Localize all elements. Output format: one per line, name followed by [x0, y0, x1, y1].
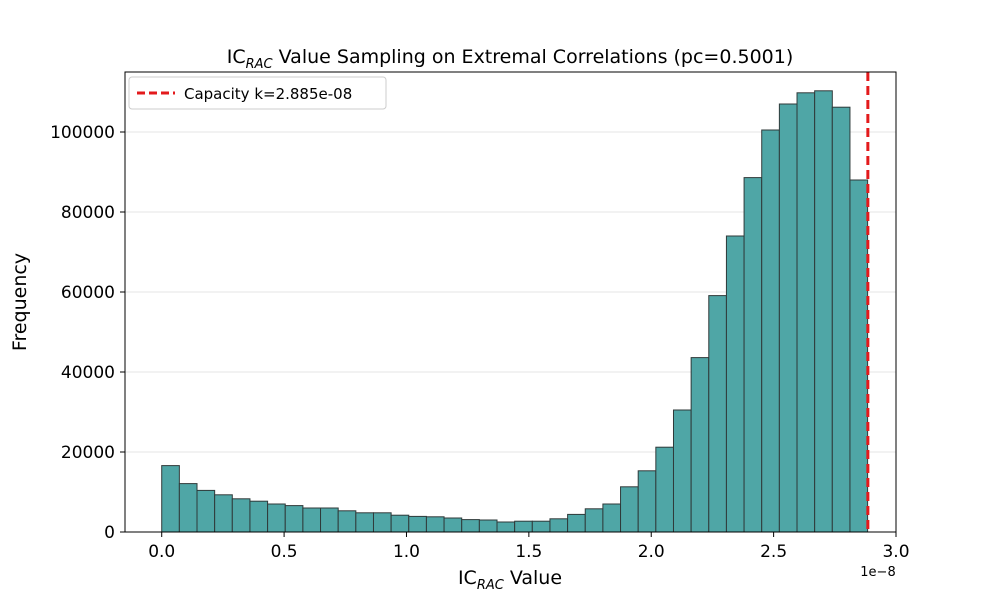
histogram-bar-6 [267, 503, 286, 533]
y-tick-label-4: 80000 [61, 203, 115, 223]
title-main: IC [227, 46, 246, 68]
histogram-bar-5 [249, 500, 269, 533]
histogram-bar-24 [584, 508, 604, 533]
x-tick-label-2: 1.0 [393, 542, 420, 562]
histogram-bar-8 [302, 507, 322, 533]
histogram-bar-19 [496, 521, 516, 533]
histogram-bar-38 [831, 106, 851, 533]
title-rest: Value Sampling on Extremal Correlations … [273, 46, 794, 68]
x-axis-label: ICRAC Value [458, 567, 562, 593]
histogram-bar-18 [478, 519, 498, 533]
plot-frame [124, 71, 897, 533]
x-offset-text: 1e−8 [860, 565, 895, 580]
y-tick-label-1: 20000 [61, 443, 115, 463]
x-tick-label-5: 2.5 [760, 542, 787, 562]
histogram-bar-1 [178, 483, 198, 533]
y-tick-label-0: 0 [104, 523, 115, 543]
histogram-bar-25 [602, 503, 622, 533]
histogram-bar-23 [567, 513, 586, 533]
x-tick-label-4: 2.0 [638, 542, 665, 562]
legend-box [128, 76, 387, 110]
histogram-bar-10 [337, 510, 357, 533]
xlabel-subscript: RAC [477, 578, 505, 593]
histogram-bars [161, 90, 869, 533]
histogram-bar-30 [690, 357, 710, 533]
x-tick-label-3: 1.5 [515, 542, 542, 562]
histogram-bar-13 [390, 514, 410, 533]
histogram-bar-39 [849, 179, 869, 533]
histogram-bar-29 [672, 409, 692, 533]
xlabel-main: IC [458, 567, 477, 589]
x-axis-ticks: 0.0 0.5 1.0 1.5 2.0 2.5 3.0 [148, 532, 910, 562]
xlabel-rest: Value [504, 567, 562, 589]
chart-title: ICRAC Value Sampling on Extremal Correla… [227, 46, 794, 72]
y-tick-label-3: 60000 [61, 283, 115, 303]
x-tick-label-1: 0.5 [271, 542, 298, 562]
histogram-bar-20 [514, 520, 533, 533]
histogram-bar-31 [708, 295, 727, 533]
histogram-bar-34 [761, 129, 780, 533]
x-tick-label-0: 0.0 [148, 542, 175, 562]
y-axis-ticks: 0 20000 40000 60000 80000 100000 [50, 123, 125, 543]
histogram-bar-3 [214, 494, 233, 533]
histogram-bar-37 [814, 90, 833, 533]
histogram-bar-32 [725, 235, 745, 533]
histogram-bar-36 [796, 92, 816, 533]
histogram-bar-9 [320, 507, 339, 533]
histogram-bar-22 [549, 518, 569, 533]
histogram-bar-28 [655, 446, 674, 533]
histogram-bar-33 [743, 177, 763, 533]
title-subscript: RAC [246, 57, 274, 72]
histogram-bar-16 [443, 517, 463, 533]
y-tick-label-5: 100000 [50, 123, 115, 143]
y-tick-label-2: 40000 [61, 363, 115, 383]
x-tick-label-6: 3.0 [882, 542, 909, 562]
histogram-bar-17 [461, 519, 480, 533]
histogram-bar-2 [196, 489, 216, 533]
histogram-bar-11 [355, 512, 374, 533]
histogram-bar-12 [372, 512, 392, 533]
histogram-bar-4 [231, 498, 251, 533]
histogram-bar-26 [620, 486, 639, 533]
histogram-bar-15 [425, 516, 445, 533]
legend: Capacity k=2.885e-08 [128, 76, 387, 110]
histogram-bar-7 [284, 505, 304, 533]
histogram-bar-27 [637, 470, 657, 533]
y-axis-label: Frequency [9, 253, 31, 351]
histogram-bar-14 [408, 515, 427, 533]
legend-capacity-label: Capacity k=2.885e-08 [184, 85, 352, 103]
histogram-bar-21 [531, 520, 551, 533]
histogram-bar-0 [161, 465, 180, 533]
histogram-bar-35 [778, 103, 798, 533]
